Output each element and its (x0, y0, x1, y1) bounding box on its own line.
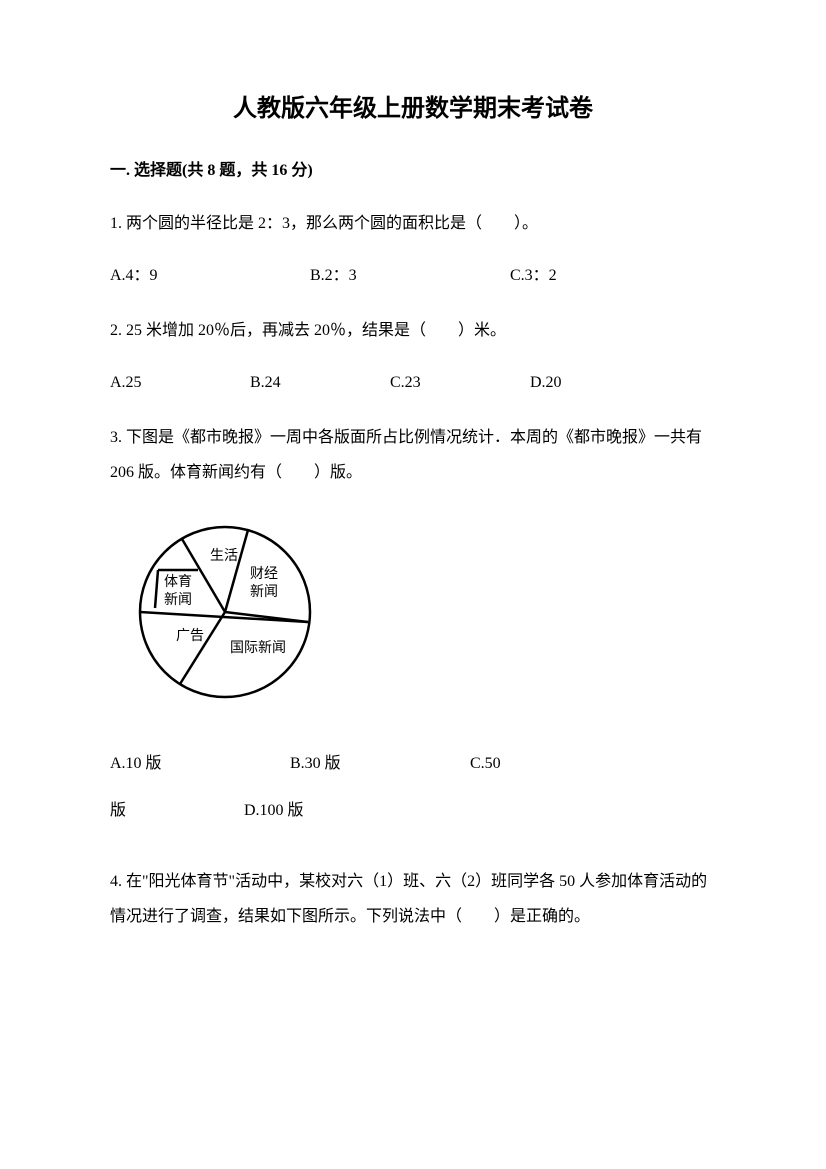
question-3-options-row2: 版 D.100 版 (110, 798, 716, 824)
pie-chart: 生活财经新闻 体育新闻广告国际新闻 (120, 512, 716, 721)
q1-option-a: A.4：9 (110, 263, 310, 289)
svg-text:生活: 生活 (210, 548, 238, 564)
q3-option-d: D.100 版 (244, 802, 304, 819)
question-3-text: 3. 下图是《都市晚报》一周中各版面所占比例情况统计．本周的《都市晚报》一共有 … (110, 420, 716, 490)
section-header: 一. 选择题(共 8 题，共 16 分) (110, 158, 716, 184)
q1-option-c: C.3：2 (510, 263, 710, 289)
q2-option-c: C.23 (390, 370, 530, 396)
page-title: 人教版六年级上册数学期末考试卷 (110, 90, 716, 128)
svg-text:广告: 广告 (176, 628, 204, 644)
q2-option-a: A.25 (110, 370, 250, 396)
q2-option-b: B.24 (250, 370, 390, 396)
question-1-options: A.4：9 B.2：3 C.3：2 (110, 263, 716, 289)
question-4-text: 4. 在"阳光体育节"活动中，某校对六（1）班、六（2）班同学各 50 人参加体… (110, 864, 716, 934)
q3-option-c-suffix: 版 (110, 798, 240, 824)
q3-option-c: C.50 (470, 751, 650, 777)
question-1-text: 1. 两个圆的半径比是 2：3，那么两个圆的面积比是（ ）。 (110, 206, 716, 241)
q1-option-b: B.2：3 (310, 263, 510, 289)
q3-option-a: A.10 版 (110, 751, 290, 777)
pie-chart-svg: 生活财经新闻 体育新闻广告国际新闻 (120, 512, 340, 712)
q3-option-b: B.30 版 (290, 751, 470, 777)
question-2-text: 2. 25 米增加 20％后，再减去 20％，结果是（ ）米。 (110, 313, 716, 348)
svg-text:国际新闻: 国际新闻 (230, 640, 286, 656)
svg-text:新闻: 新闻 (250, 584, 278, 600)
svg-text:新闻: 新闻 (164, 592, 192, 608)
svg-text:体育: 体育 (164, 574, 192, 590)
svg-text:财经: 财经 (250, 566, 278, 582)
question-2-options: A.25 B.24 C.23 D.20 (110, 370, 716, 396)
q2-option-d: D.20 (530, 370, 670, 396)
question-3-options-row1: A.10 版 B.30 版 C.50 (110, 751, 716, 777)
